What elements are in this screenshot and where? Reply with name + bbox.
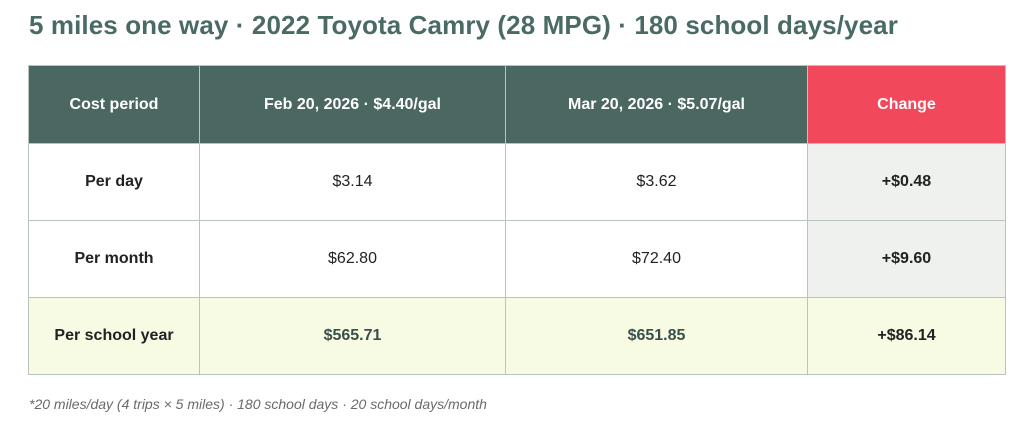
- table-row: Per month $62.80 $72.40 +$9.60: [28, 220, 1006, 298]
- cell-mar-per-day: $3.62: [505, 143, 808, 221]
- header-change: Change: [807, 65, 1006, 144]
- header-mar-price: Mar 20, 2026 · $5.07/gal: [505, 65, 808, 144]
- cell-feb-per-school-year: $565.71: [199, 297, 506, 375]
- cell-feb-per-month: $62.80: [199, 220, 506, 298]
- cell-mar-per-school-year: $651.85: [505, 297, 808, 375]
- table-header-row: Cost period Feb 20, 2026 · $4.40/gal Mar…: [28, 65, 1006, 144]
- cell-change-per-day: +$0.48: [807, 143, 1006, 221]
- row-label-per-day: Per day: [28, 143, 200, 221]
- row-label-per-school-year: Per school year: [28, 297, 200, 375]
- table-row: Per school year $565.71 $651.85 +$86.14: [28, 297, 1006, 375]
- cell-feb-per-day: $3.14: [199, 143, 506, 221]
- cell-mar-per-month: $72.40: [505, 220, 808, 298]
- footnote: *20 miles/day (4 trips × 5 miles) · 180 …: [29, 396, 487, 412]
- header-feb-price: Feb 20, 2026 · $4.40/gal: [199, 65, 506, 144]
- cell-change-per-school-year: +$86.14: [807, 297, 1006, 375]
- commute-cost-table: Cost period Feb 20, 2026 · $4.40/gal Mar…: [28, 65, 1006, 375]
- cell-change-per-month: +$9.60: [807, 220, 1006, 298]
- header-cost-period: Cost period: [28, 65, 200, 144]
- page-title: 5 miles one way · 2022 Toyota Camry (28 …: [29, 10, 898, 40]
- table-row: Per day $3.14 $3.62 +$0.48: [28, 143, 1006, 221]
- row-label-per-month: Per month: [28, 220, 200, 298]
